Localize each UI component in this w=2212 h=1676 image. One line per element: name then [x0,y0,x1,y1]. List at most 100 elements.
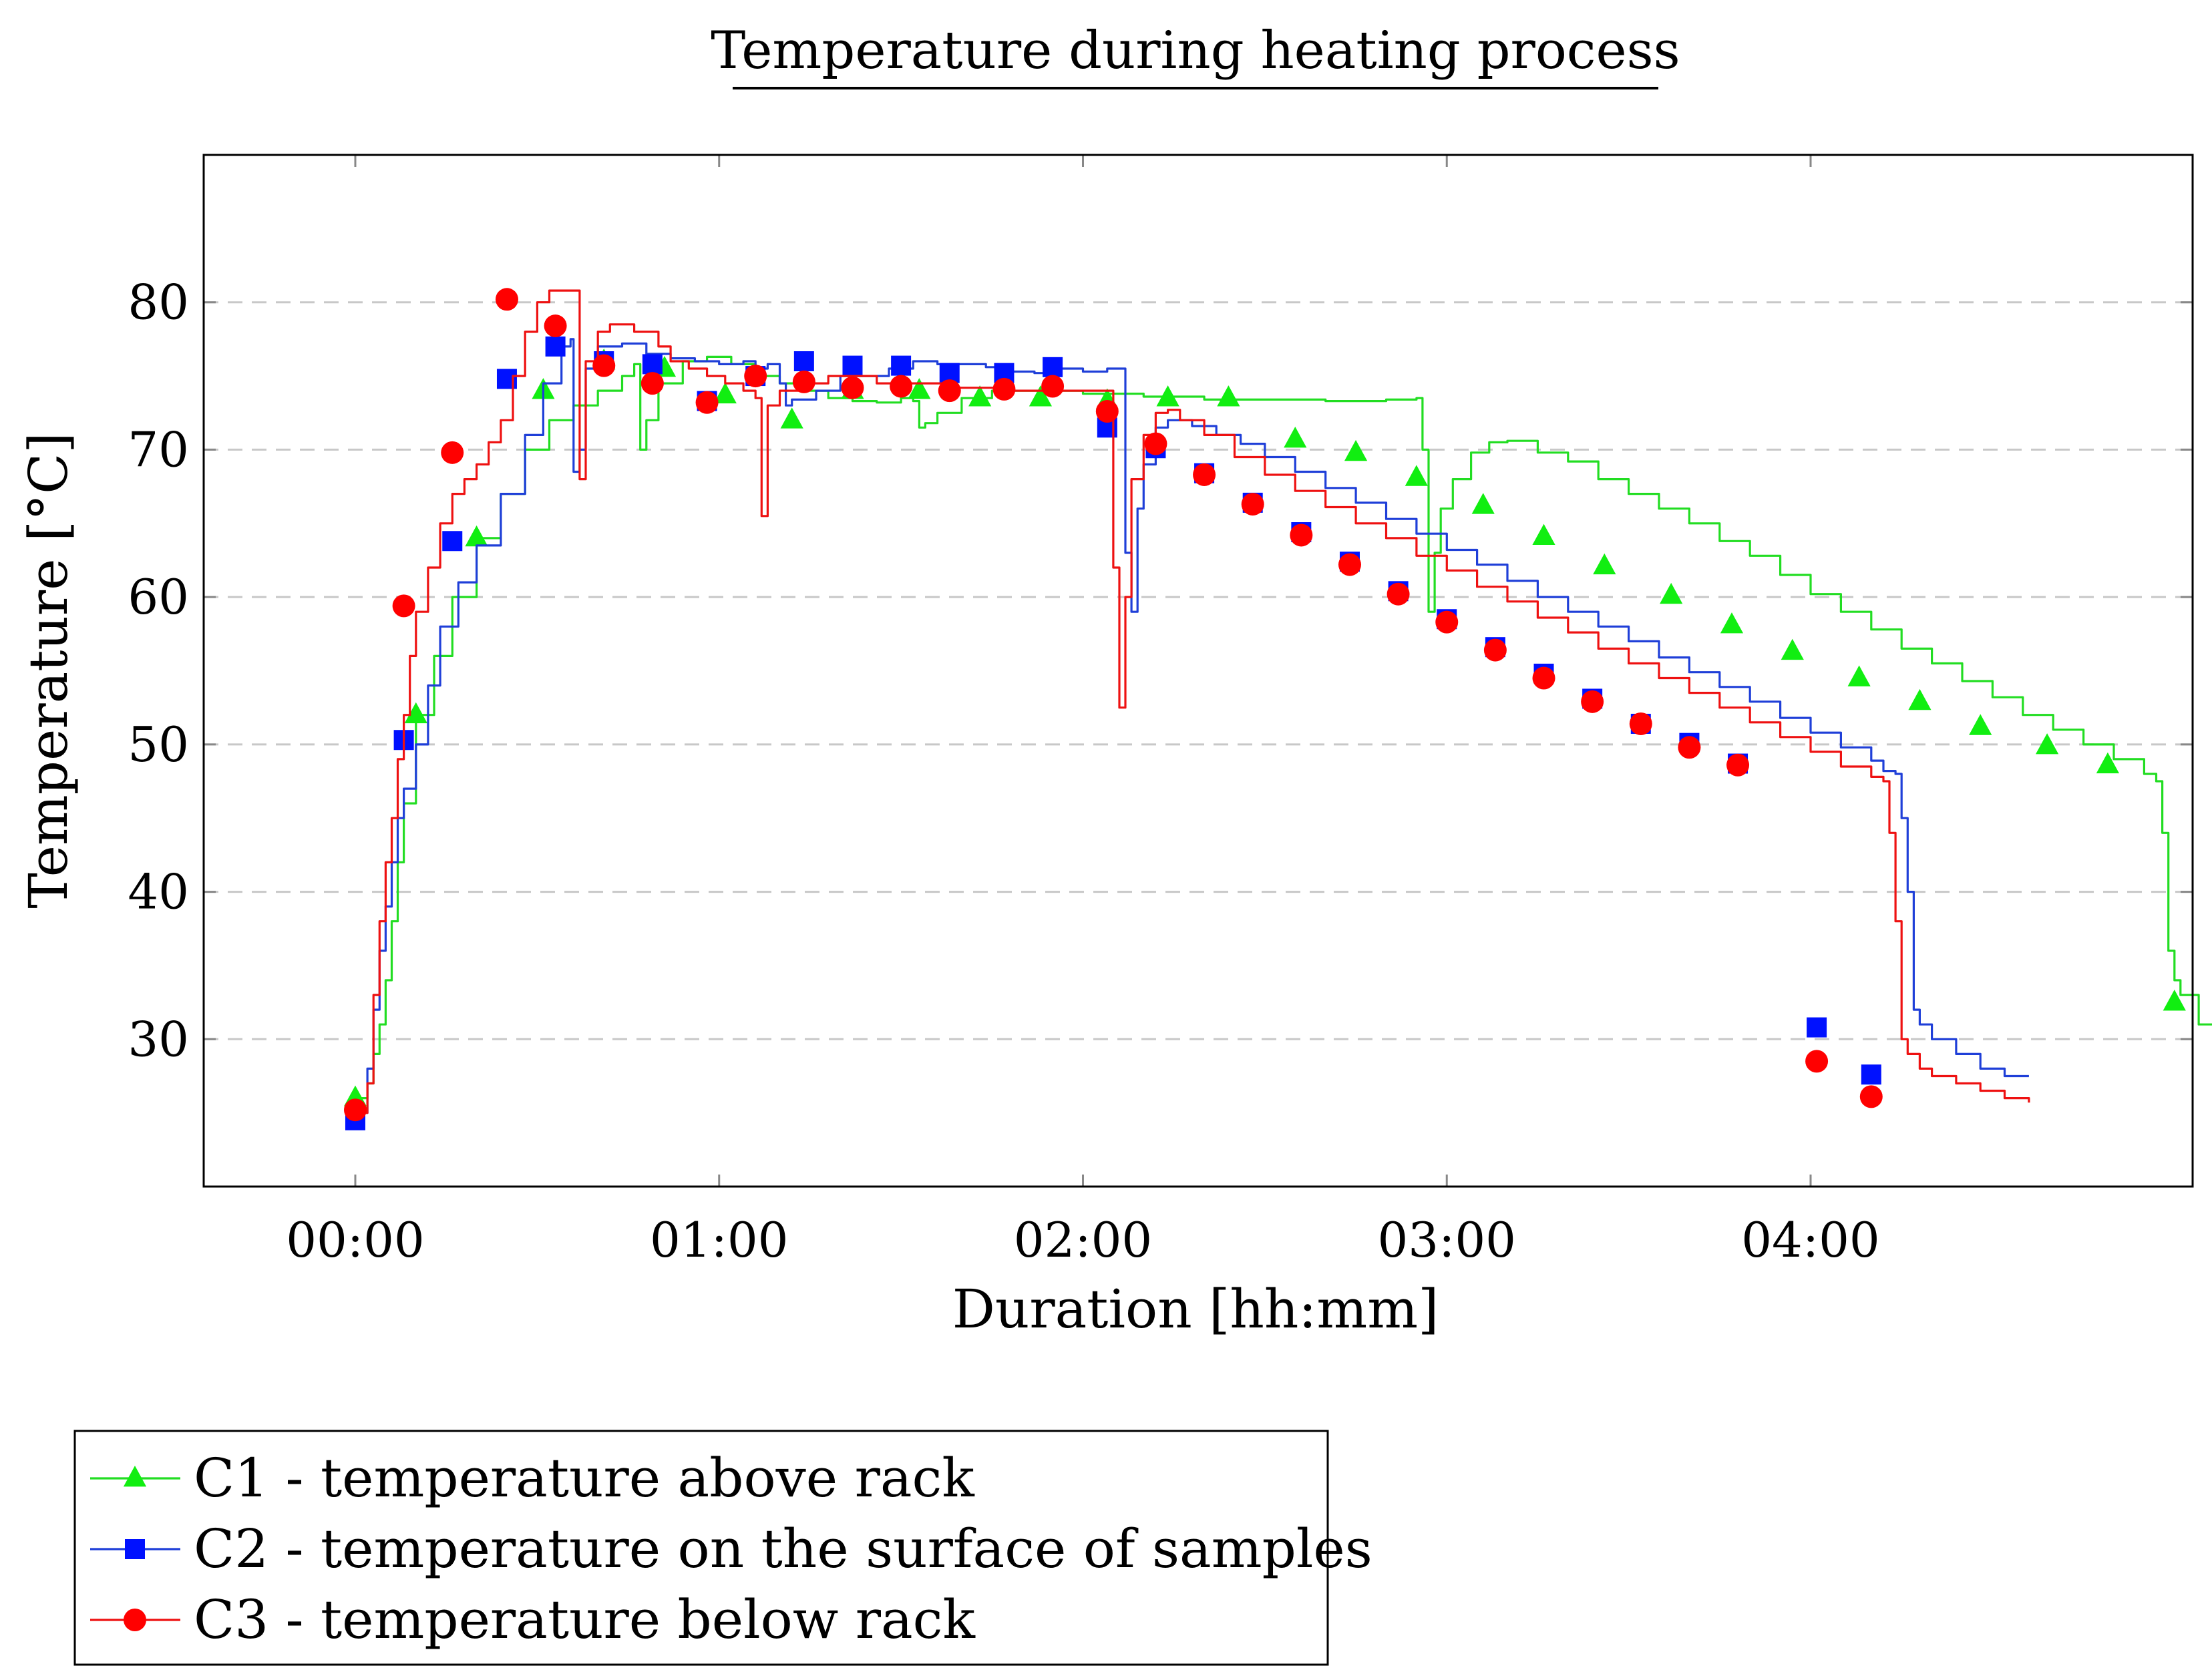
y-tick-label: 60 [128,569,189,625]
plot-frame [202,154,2194,1188]
data-point-marker [1807,1017,1827,1038]
gridlines [204,301,2193,1040]
data-point-marker [968,385,992,407]
y-tick-label: 70 [128,421,189,477]
y-tick-labels: 30 40 50 60 70 80 [128,274,189,1068]
series-3 [343,288,2030,1122]
x-tick-label: 04:00 [1741,1212,1880,1268]
data-point-marker [545,336,566,357]
x-tick-labels: 00:00 01:00 02:00 03:00 04:00 [286,1212,1880,1268]
x-tick-label: 00:00 [286,1212,425,1268]
y-tick-label: 80 [128,274,189,331]
data-point-marker [2163,990,2186,1011]
data-point-marker [1144,432,1167,455]
series-2 [345,336,2029,1130]
data-point-marker [1290,523,1313,547]
y-axis-label: Temperature [°C] [17,432,79,908]
series-line-1 [355,355,2212,1100]
data-point-marker [1041,375,1065,398]
series-1 [343,349,2212,1106]
data-point-marker [713,382,737,404]
legend-box [73,1430,1329,1666]
data-point-marker [1629,712,1652,735]
data-point-marker [1678,736,1701,759]
series-group [343,288,2212,1130]
data-point-marker [780,407,803,429]
data-point-marker [1029,385,1053,407]
y-tick-label: 50 [128,716,189,773]
data-point-marker [938,379,961,403]
x-tick-label: 02:00 [1014,1212,1153,1268]
data-point-marker [1532,666,1555,690]
data-point-marker [442,531,463,552]
data-point-marker [1405,465,1428,486]
x-axis-label: Duration [hh:mm] [952,1278,1439,1340]
data-point-marker [1435,610,1459,634]
data-point-marker [1284,426,1307,448]
data-point-marker [908,378,931,399]
data-point-marker [891,355,912,376]
data-point-marker [793,351,814,371]
data-point-marker [1483,638,1507,662]
data-point-marker [992,377,1016,401]
data-point-marker [592,354,616,377]
data-point-marker [1781,638,1804,660]
y-tick-label: 30 [128,1011,189,1067]
data-point-marker [2096,752,2119,774]
legend-label: C2 - temperature on the surface of sampl… [194,1518,1372,1580]
x-tick-label: 01:00 [650,1212,789,1268]
legend-label: C3 - temperature below rack [194,1589,976,1651]
data-point-marker [744,365,767,388]
data-point-marker [544,315,567,338]
data-point-marker [495,288,518,311]
data-point-marker [1969,714,1992,735]
data-point-marker [1847,665,1871,686]
data-point-marker [1861,1064,1881,1085]
data-point-marker [1193,463,1216,486]
series-line-2 [355,338,2029,1114]
data-point-marker [1043,357,1063,377]
data-point-marker [1338,553,1361,576]
data-point-marker [890,375,913,398]
legend-item-1: C1 - temperature above rack [90,1447,975,1509]
y-tick-label: 40 [128,864,189,920]
data-point-marker [404,702,427,724]
data-point-marker [1344,439,1368,461]
y-tick-marks [204,301,2193,1040]
data-point-marker [842,355,863,376]
data-point-marker [1241,493,1264,516]
legend-item-3: C3 - temperature below rack [90,1589,976,1651]
legend-triangle-icon [123,1466,147,1487]
data-point-marker [1532,523,1555,545]
data-point-marker [441,441,464,464]
legend-label: C1 - temperature above rack [194,1447,975,1509]
data-point-marker [465,525,488,547]
legend: C1 - temperature above rack C2 - temperat… [73,1430,1372,1666]
legend-item-2: C2 - temperature on the surface of sampl… [90,1518,1372,1580]
data-point-marker [1156,385,1179,407]
data-point-marker [392,594,415,618]
data-point-marker [695,391,719,414]
data-point-marker [1720,612,1744,634]
legend-square-icon [125,1539,145,1559]
x-tick-marks [354,155,1812,1187]
data-point-marker [792,370,815,393]
x-tick-label: 03:00 [1378,1212,1517,1268]
data-point-marker [841,376,864,399]
legend-circle-icon [124,1609,146,1631]
data-point-marker [1859,1085,1883,1108]
data-point-marker [1471,493,1495,514]
chart-title: Temperature during heating process [711,21,1680,81]
data-point-marker [1217,385,1240,407]
data-point-marker [640,372,664,395]
data-point-marker [1805,1050,1829,1073]
data-point-marker [1593,553,1616,575]
data-point-marker [642,354,663,375]
data-point-marker [1726,753,1750,777]
data-point-marker [1908,688,1931,710]
data-point-marker [1387,582,1410,606]
data-point-marker [343,1098,367,1122]
data-point-marker [2035,733,2059,755]
data-point-marker [1095,400,1119,423]
